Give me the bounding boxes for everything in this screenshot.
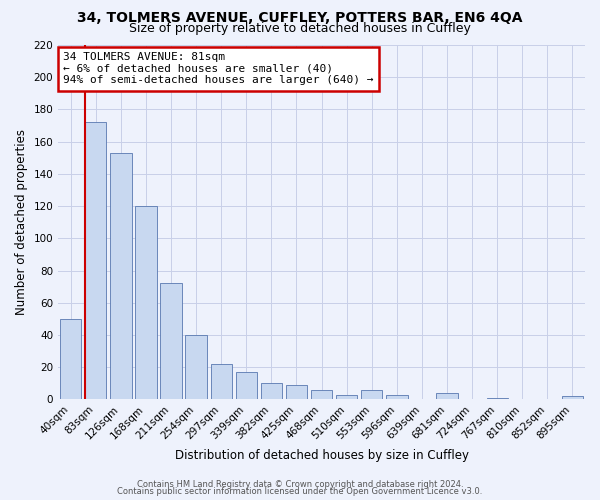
Bar [261,384,282,400]
Bar [286,385,307,400]
Text: Contains public sector information licensed under the Open Government Licence v3: Contains public sector information licen… [118,487,482,496]
Bar [136,206,157,400]
Text: 34, TOLMERS AVENUE, CUFFLEY, POTTERS BAR, EN6 4QA: 34, TOLMERS AVENUE, CUFFLEY, POTTERS BAR… [77,11,523,25]
Bar [185,335,207,400]
Bar [160,284,182,400]
Bar [562,396,583,400]
Bar [85,122,106,400]
Bar [361,390,382,400]
Bar [336,394,358,400]
Bar [311,390,332,400]
Bar [60,319,82,400]
Text: 34 TOLMERS AVENUE: 81sqm
← 6% of detached houses are smaller (40)
94% of semi-de: 34 TOLMERS AVENUE: 81sqm ← 6% of detache… [64,52,374,86]
Bar [386,394,407,400]
Bar [110,153,131,400]
X-axis label: Distribution of detached houses by size in Cuffley: Distribution of detached houses by size … [175,450,469,462]
Bar [487,398,508,400]
Bar [211,364,232,400]
Bar [236,372,257,400]
Text: Size of property relative to detached houses in Cuffley: Size of property relative to detached ho… [129,22,471,35]
Bar [436,393,458,400]
Y-axis label: Number of detached properties: Number of detached properties [15,129,28,315]
Text: Contains HM Land Registry data © Crown copyright and database right 2024.: Contains HM Land Registry data © Crown c… [137,480,463,489]
